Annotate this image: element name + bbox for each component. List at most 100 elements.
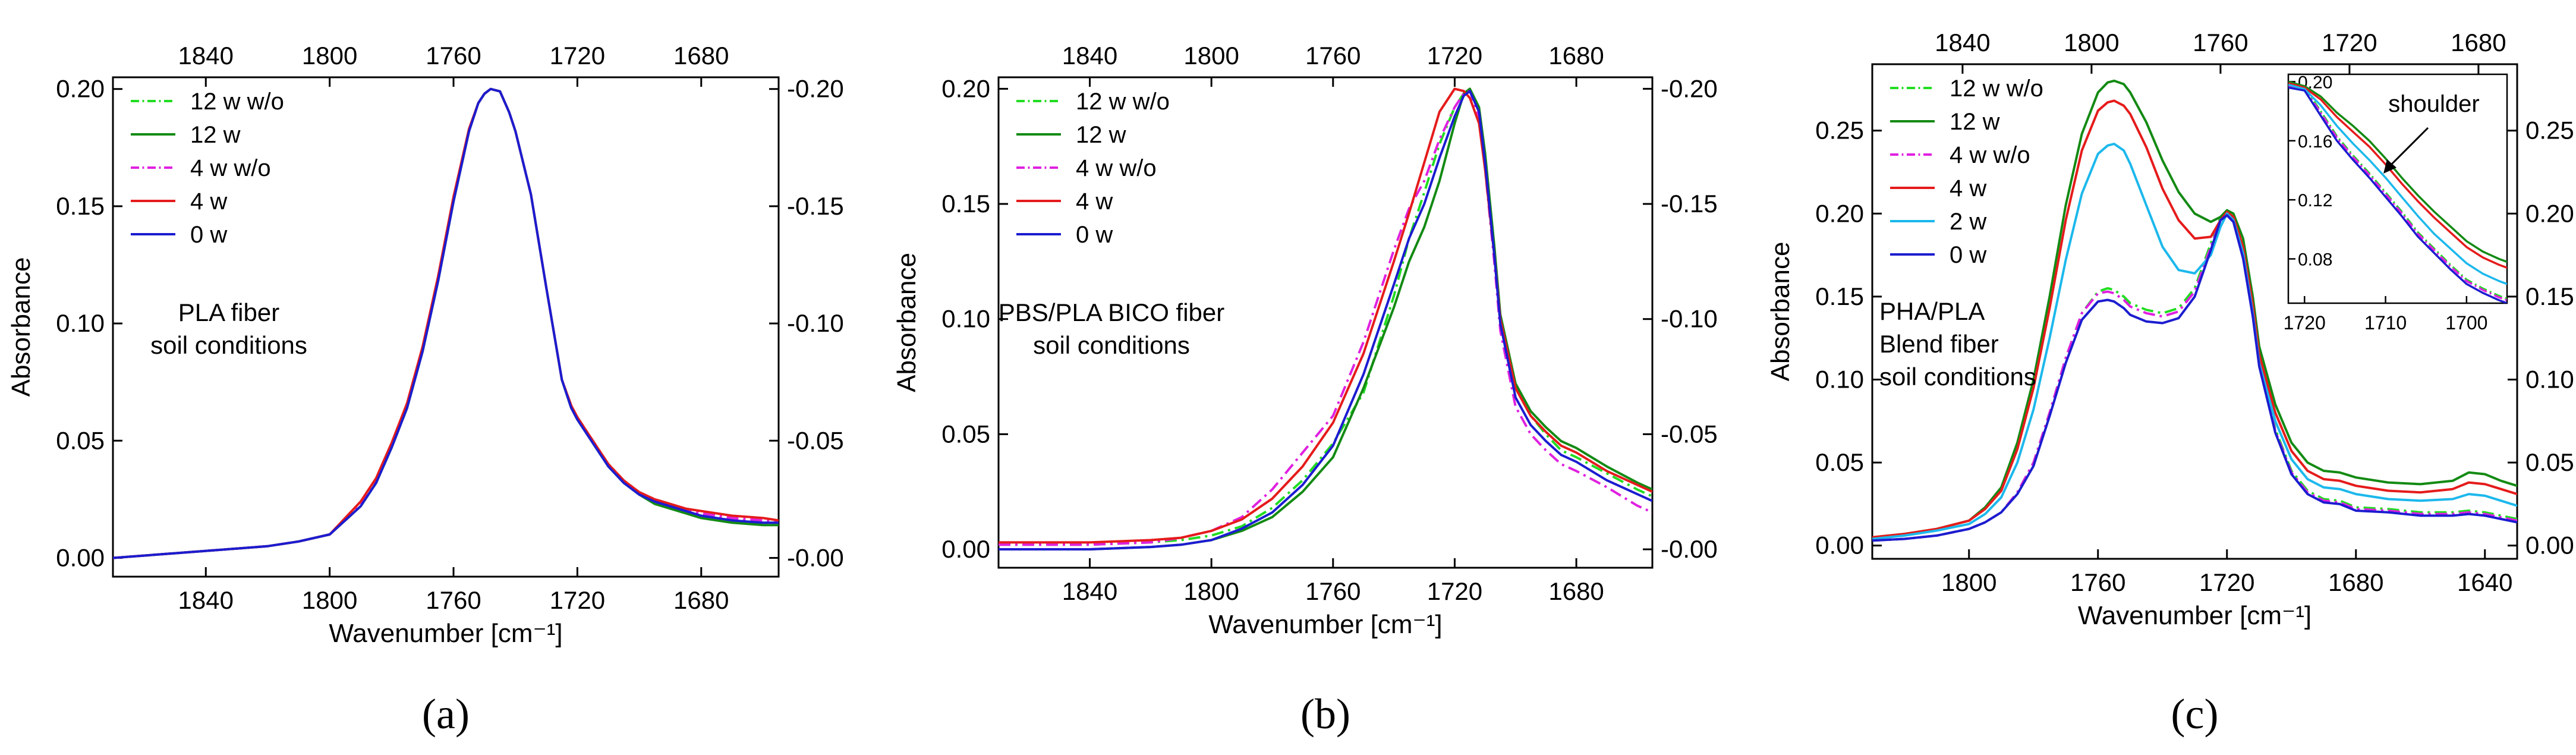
- legend-label: 12 w: [1076, 122, 1126, 148]
- top-x-tick-label: 1800: [302, 42, 357, 70]
- panel-annotation: soil conditions: [1879, 363, 2036, 391]
- series-line-4-w: [999, 87, 1652, 544]
- inset-x-tick-label: 1720: [2284, 312, 2326, 334]
- y-tick-label: 0.20: [941, 74, 990, 102]
- x-tick-label: 1680: [1548, 577, 1604, 605]
- y-tick-label: 0.00: [1815, 531, 1864, 559]
- legend-label: 0 w: [1076, 222, 1113, 248]
- x-tick-label: 1760: [2070, 568, 2125, 596]
- legend-label: 12 w w/o: [1950, 76, 2043, 102]
- top-x-tick-label: 1680: [1548, 42, 1604, 70]
- legend-label: 4 w w/o: [1076, 155, 1157, 181]
- top-x-tick-label: 1760: [2193, 29, 2248, 56]
- right-y-tick-label: 0.05: [2525, 448, 2574, 476]
- y-tick-label: 0.10: [1815, 365, 1864, 393]
- x-tick-label: 1800: [1183, 577, 1239, 605]
- inset-series-line-12-w: [2288, 80, 2507, 263]
- inset-y-tick-label: 0.16: [2298, 132, 2332, 152]
- right-y-tick-label: -0.05: [787, 426, 844, 454]
- legend-label: 12 w: [1950, 109, 2000, 135]
- shoulder-arrow-line: [2388, 127, 2429, 168]
- right-y-tick-label: -0.05: [1661, 420, 1718, 448]
- inset-series-line-4-w: [2288, 82, 2507, 269]
- x-tick-label: 1720: [2199, 568, 2254, 596]
- legend-label: 0 w: [1950, 242, 1986, 268]
- right-y-tick-label: 0.15: [2525, 282, 2574, 310]
- x-tick-label: 1720: [550, 586, 605, 614]
- y-tick-label: 0.05: [941, 420, 990, 448]
- top-x-tick-label: 1840: [178, 42, 234, 70]
- x-tick-label: 1760: [426, 586, 481, 614]
- y-axis-label: Absorbance: [1766, 242, 1795, 382]
- top-x-tick-label: 1720: [2322, 29, 2377, 56]
- panel-b: 1840 1800 1760 1720 1680 1840 1800 1760 1720 1680…: [892, 42, 1718, 738]
- top-x-tick-label: 1720: [1427, 42, 1482, 70]
- inset-series-line-4-w-w-o: [2288, 85, 2507, 301]
- right-y-tick-label: -0.00: [787, 543, 844, 571]
- panel-annotation: soil conditions: [150, 331, 307, 359]
- series-line-0-w: [999, 90, 1652, 550]
- top-x-tick-label: 1800: [1183, 42, 1239, 70]
- inset-y-tick-label: 0.08: [2298, 250, 2332, 269]
- series-line-0-w: [1872, 214, 2517, 542]
- right-y-tick-label: -0.20: [1661, 74, 1718, 102]
- x-axis-label: Wavenumber [cm⁻¹]: [2078, 601, 2312, 630]
- right-y-tick-label: -0.10: [787, 309, 844, 337]
- legend-label: 2 w: [1950, 209, 1986, 235]
- plot-frame: [112, 76, 780, 578]
- series-group: [999, 87, 1652, 550]
- series-line-0-w: [113, 87, 779, 559]
- y-tick-label: 0.00: [56, 543, 105, 571]
- x-axis-label: Wavenumber [cm⁻¹]: [1208, 610, 1442, 639]
- y-tick-label: 0.05: [1815, 448, 1864, 476]
- panel-c: 1800 1760 1720 1680 1640 1840 1800 1760 1720 1680…: [1766, 29, 2574, 738]
- series-line-4-w-w-o: [999, 90, 1652, 546]
- legend-label: 4 w: [1950, 175, 1986, 202]
- panel-caption: (a): [422, 690, 470, 738]
- top-x-tick-label: 1760: [1305, 42, 1361, 70]
- legend-label: 4 w w/o: [1950, 142, 2030, 168]
- right-y-tick-label: 0.00: [2525, 531, 2574, 559]
- top-x-tick-label: 1760: [426, 42, 481, 70]
- inset-series-line-0-w: [2288, 86, 2507, 303]
- series-group: [1872, 79, 2517, 542]
- y-tick-label: 0.05: [56, 426, 105, 454]
- top-x-tick-label: 1840: [1935, 29, 1990, 56]
- series-line-4-w-w-o: [1872, 214, 2517, 542]
- y-tick-label: 0.15: [941, 190, 990, 218]
- inset-x-tick-label: 1710: [2364, 312, 2407, 334]
- inset-series-group: [2288, 80, 2507, 303]
- right-y-tick-label: -0.15: [1661, 190, 1718, 218]
- shoulder-arrow-head: [2383, 159, 2397, 174]
- x-tick-label: 1800: [302, 586, 357, 614]
- legend-label: 4 w: [1076, 188, 1113, 215]
- right-y-tick-label: -0.00: [1661, 535, 1718, 563]
- y-tick-label: 0.10: [941, 305, 990, 333]
- legend-label: 12 w w/o: [190, 89, 284, 115]
- legend-label: 12 w w/o: [1076, 89, 1170, 115]
- legend-label: 4 w w/o: [190, 155, 271, 181]
- y-tick-label: 0.15: [56, 192, 105, 220]
- series-group: [113, 87, 779, 559]
- panel-annotation: PBS/PLA BICO fiber: [999, 298, 1225, 326]
- x-tick-label: 1760: [1305, 577, 1361, 605]
- right-y-tick-label: -0.15: [787, 192, 844, 220]
- top-x-tick-label: 1800: [2064, 29, 2119, 56]
- plot-frame: [997, 76, 1654, 569]
- legend-label: 4 w: [190, 188, 227, 215]
- x-tick-label: 1640: [2457, 568, 2512, 596]
- top-x-tick-label: 1840: [1062, 42, 1117, 70]
- inset-y-tick-label: 0.12: [2298, 191, 2332, 210]
- right-y-tick-label: 0.10: [2525, 365, 2574, 393]
- y-tick-label: 0.20: [1815, 199, 1864, 227]
- y-tick-label: 0.20: [56, 75, 105, 103]
- legend-label: 0 w: [190, 222, 227, 248]
- top-x-tick-label: 1680: [673, 42, 729, 70]
- inset-x-tick-label: 1700: [2445, 312, 2487, 334]
- right-y-tick-label: 0.20: [2525, 199, 2574, 227]
- x-axis-label: Wavenumber [cm⁻¹]: [329, 619, 562, 648]
- series-line-4-w: [1872, 99, 2517, 539]
- x-tick-label: 1680: [673, 586, 729, 614]
